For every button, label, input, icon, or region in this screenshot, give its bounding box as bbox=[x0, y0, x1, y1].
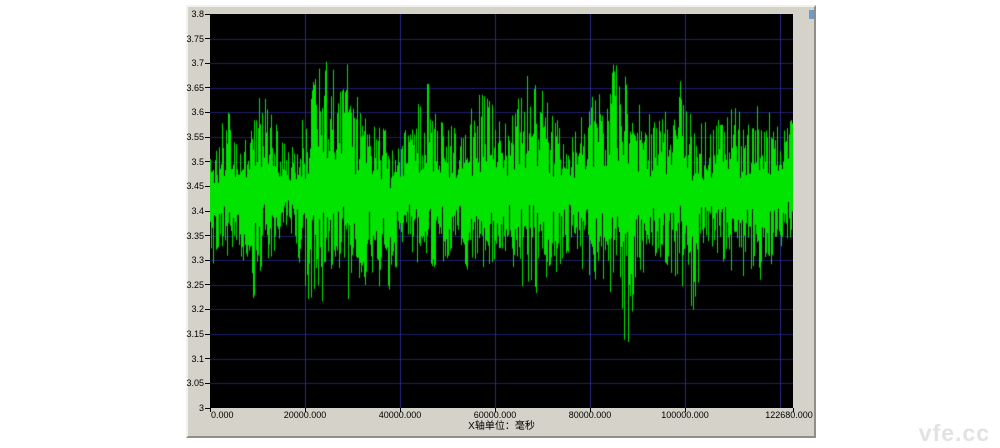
y-tick-mark bbox=[205, 137, 210, 138]
x-tick-mark bbox=[495, 408, 496, 412]
y-tick-mark bbox=[205, 38, 210, 39]
y-tick-label: 3.7 bbox=[191, 58, 204, 68]
x-tick-mark bbox=[685, 408, 686, 412]
y-tick-mark bbox=[205, 358, 210, 359]
x-tick-label: 80000.000 bbox=[568, 410, 612, 420]
y-tick-mark bbox=[205, 14, 210, 15]
x-tick-mark bbox=[590, 408, 591, 412]
y-tick-label: 3.05 bbox=[186, 378, 204, 388]
x-tick-label: 122680.000 bbox=[765, 410, 813, 420]
x-tick-label: 20000.000 bbox=[283, 410, 327, 420]
x-tick-label: 60000.000 bbox=[473, 410, 517, 420]
y-tick-label: 3.3 bbox=[191, 255, 204, 265]
y-tick-mark bbox=[205, 186, 210, 187]
y-tick-label: 3.4 bbox=[191, 206, 204, 216]
y-tick-mark bbox=[205, 63, 210, 64]
waveform-plot-canvas bbox=[210, 14, 793, 408]
x-tick-mark bbox=[793, 408, 794, 412]
y-tick-label: 3.1 bbox=[191, 354, 204, 364]
x-tick-label: 100000.000 bbox=[661, 410, 709, 420]
y-tick-mark bbox=[205, 309, 210, 310]
y-tick-label: 3.65 bbox=[186, 83, 204, 93]
y-tick-label: 3.25 bbox=[186, 280, 204, 290]
y-tick-label: 3.75 bbox=[186, 34, 204, 44]
x-tick-label: 0.000 bbox=[211, 410, 234, 420]
y-tick-mark bbox=[205, 87, 210, 88]
y-tick-label: 3 bbox=[198, 403, 204, 413]
y-tick-mark bbox=[205, 235, 210, 236]
y-tick-mark bbox=[205, 383, 210, 384]
watermark: vfe.cc bbox=[918, 420, 990, 446]
y-tick-mark bbox=[205, 408, 210, 409]
waveform-chart-panel: X轴单位：毫秒 3.8 3.75 3.7 3.65 3.6 3.55 3.5 3.45 3.4 3… bbox=[186, 5, 816, 438]
y-tick-mark bbox=[205, 334, 210, 335]
y-tick-label: 3.6 bbox=[191, 107, 204, 117]
x-tick-mark bbox=[305, 408, 306, 412]
x-tick-mark bbox=[400, 408, 401, 412]
y-tick-label: 3.5 bbox=[191, 157, 204, 167]
y-tick-label: 3.55 bbox=[186, 132, 204, 142]
y-tick-label: 3.15 bbox=[186, 329, 204, 339]
y-tick-mark bbox=[205, 260, 210, 261]
y-tick-label: 3.2 bbox=[191, 304, 204, 314]
y-tick-label: 3.35 bbox=[186, 231, 204, 241]
x-axis-unit-label: X轴单位：毫秒 bbox=[468, 421, 535, 432]
y-tick-mark bbox=[205, 161, 210, 162]
y-tick-mark bbox=[205, 284, 210, 285]
x-tick-label: 40000.000 bbox=[378, 410, 422, 420]
y-tick-label: 3.45 bbox=[186, 181, 204, 191]
y-tick-label: 3.8 bbox=[191, 9, 204, 19]
x-tick-mark bbox=[210, 408, 211, 412]
y-tick-mark bbox=[205, 112, 210, 113]
panel-corner-marker bbox=[809, 10, 814, 19]
y-tick-mark bbox=[205, 211, 210, 212]
